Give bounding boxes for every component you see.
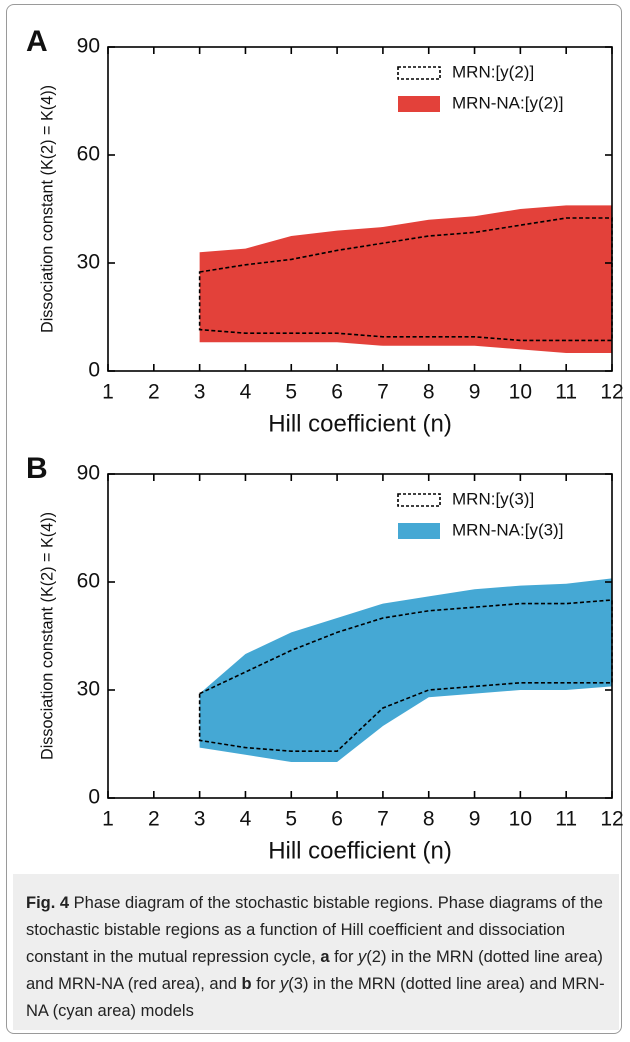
caption-text: (3) in the MRN (dotted line area) and MR…: [26, 975, 605, 1020]
caption-text: for: [251, 975, 281, 993]
caption-text: y: [358, 948, 367, 966]
legend-label: MRN:[y(2)]: [452, 62, 534, 81]
x-tick-label: 11: [555, 381, 577, 404]
x-axis-label: Hill coefficient (n): [268, 837, 452, 864]
panel-label: A: [26, 25, 48, 58]
y-axis-label: Dissociation constant (K(2) = K(4)): [37, 85, 56, 333]
legend-swatch: [398, 96, 440, 112]
x-tick-label: 2: [148, 808, 160, 831]
band-area: [199, 578, 613, 762]
caption-text: a: [320, 948, 330, 966]
x-tick-label: 7: [377, 808, 389, 831]
caption-text: y: [280, 975, 289, 993]
legend-label: MRN-NA:[y(2)]: [452, 93, 563, 112]
legend-swatch: [397, 493, 441, 507]
x-tick-label: 4: [240, 381, 252, 404]
y-tick-label: 90: [77, 35, 100, 58]
y-tick-label: 90: [77, 462, 100, 485]
x-tick-label: 5: [285, 808, 297, 831]
panel-label: B: [26, 452, 48, 485]
legend-label: MRN-NA:[y(3)]: [452, 520, 563, 539]
legend-label: MRN:[y(3)]: [452, 489, 534, 508]
x-tick-label: 10: [509, 381, 532, 404]
y-tick-label: 60: [77, 143, 100, 166]
plot-frame: [107, 473, 613, 799]
x-tick-label: 2: [148, 381, 160, 404]
x-tick-label: 12: [600, 808, 623, 831]
x-tick-label: 9: [469, 808, 481, 831]
x-tick-label: 8: [423, 381, 435, 404]
x-tick-label: 1: [102, 808, 114, 831]
x-axis-label: Hill coefficient (n): [268, 410, 452, 437]
x-tick-label: 7: [377, 381, 389, 404]
y-tick-label: 60: [77, 570, 100, 593]
y-tick-label: 30: [77, 251, 100, 274]
y-tick-label: 0: [88, 359, 100, 382]
y-tick-label: 30: [77, 678, 100, 701]
band-area: [199, 205, 613, 353]
figure-frame: [6, 4, 622, 1034]
x-tick-label: 8: [423, 808, 435, 831]
caption-text: b: [241, 975, 252, 993]
x-tick-label: 6: [331, 381, 343, 404]
x-tick-label: 12: [600, 381, 623, 404]
x-tick-label: 3: [194, 808, 206, 831]
caption-text: Fig. 4: [26, 894, 70, 912]
x-tick-label: 3: [194, 381, 206, 404]
x-tick-label: 1: [102, 381, 114, 404]
legend-swatch: [397, 66, 441, 80]
x-tick-label: 6: [331, 808, 343, 831]
x-tick-label: 11: [555, 808, 577, 831]
caption-text: Phase diagram of the stochastic bistable…: [26, 894, 603, 966]
plot-frame: [107, 46, 613, 372]
x-tick-label: 4: [240, 808, 252, 831]
x-tick-label: 10: [509, 808, 532, 831]
caption-text: for: [329, 948, 359, 966]
x-tick-label: 5: [285, 381, 297, 404]
y-axis-label: Dissociation constant (K(2) = K(4)): [37, 512, 56, 760]
caption: Fig. 4 Phase diagram of the stochastic b…: [13, 874, 619, 1030]
x-tick-label: 9: [469, 381, 481, 404]
legend-swatch: [398, 523, 440, 539]
y-tick-label: 0: [88, 786, 100, 809]
caption-text: (2) in the MRN (dotted line area) and MR…: [26, 948, 603, 993]
